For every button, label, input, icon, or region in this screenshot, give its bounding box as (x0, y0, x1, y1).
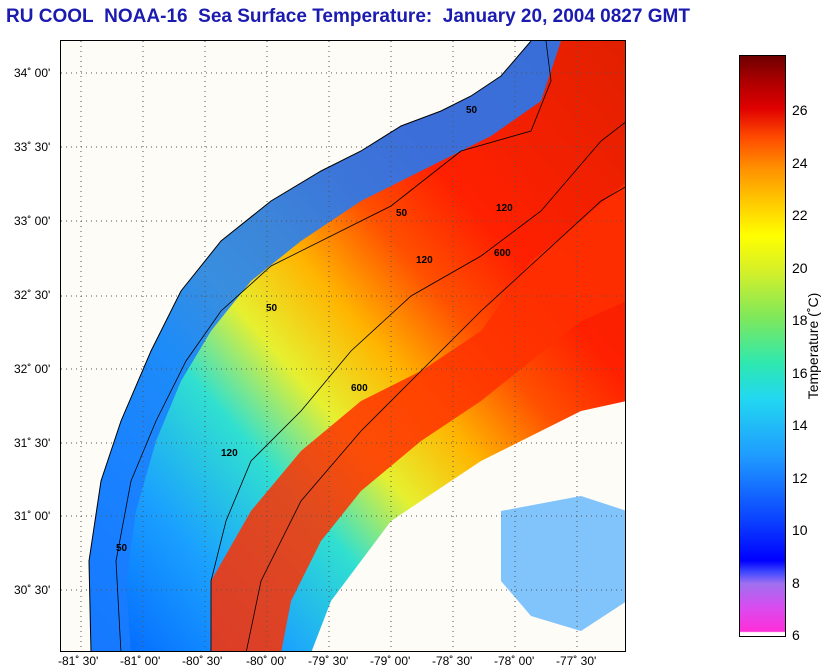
colorbar-tick-24: 24 (792, 155, 808, 171)
colorbar-tick-16: 16 (792, 365, 808, 381)
isobath-label-120-b: 120 (496, 203, 513, 214)
coastal-cold-band (89, 41, 561, 651)
colorbar-tick-18: 18 (792, 312, 808, 328)
isobath-label-600: 600 (494, 248, 511, 259)
colorbar-label: Temperature (˚C) (805, 292, 821, 400)
title-product: Sea Surface Temperature: (198, 6, 433, 27)
isobath-label-50: 50 (466, 105, 478, 116)
temperature-colorbar (739, 55, 786, 637)
isobath-label-600-b: 600 (351, 383, 368, 394)
offshore-eddy (501, 496, 625, 631)
sst-map[interactable]: 50 50 50 50 120 120 120 600 600 (60, 40, 626, 652)
colorbar-tick-20: 20 (792, 260, 808, 276)
lat-label-33-00: 33˚ 00' (14, 214, 51, 228)
isobath-label-50-c: 50 (266, 303, 278, 314)
title-satellite: NOAA-16 (104, 6, 188, 27)
colorbar-tick-26: 26 (792, 102, 808, 118)
lon-label-78-00: -78˚ 00' (494, 654, 535, 668)
title-datetime: January 20, 2004 0827 GMT (442, 6, 690, 27)
isobath-label-120: 120 (416, 255, 433, 266)
lon-label-79-30: -79˚ 30' (308, 654, 349, 668)
colorbar-tick-14: 14 (792, 417, 808, 433)
isobath-label-50-d: 50 (116, 543, 128, 554)
isobath-50 (115, 41, 552, 651)
lat-label-31-00: 31˚ 00' (14, 509, 51, 523)
colorbar-tick-10: 10 (792, 522, 808, 538)
lat-label-32-30: 32˚ 30' (14, 288, 51, 302)
title-org: RU COOL (6, 6, 94, 27)
lat-label-30-30: 30˚ 30' (14, 583, 51, 597)
lon-label-80-00: -80˚ 00' (246, 654, 287, 668)
colorbar-tick-22: 22 (792, 207, 808, 223)
lat-label-34-00: 34˚ 00' (14, 66, 51, 80)
lon-label-80-30: -80˚ 30' (182, 654, 223, 668)
graticule (61, 41, 625, 651)
lat-label-33-30: 33˚ 30' (14, 140, 51, 154)
colorbar-tick-12: 12 (792, 470, 808, 486)
map-title: RU COOL NOAA-16 Sea Surface Temperature:… (6, 6, 690, 28)
colorbar-tick-8: 8 (792, 575, 800, 591)
isobath-600 (246, 186, 625, 651)
lon-label-77-30: -77˚ 30' (556, 654, 597, 668)
gulf-stream-core (211, 182, 625, 651)
lon-label-81-30: -81˚ 30' (58, 654, 99, 668)
colorbar-tick-6: 6 (792, 627, 800, 643)
lat-label-32-00: 32˚ 00' (14, 362, 51, 376)
lat-label-31-30: 31˚ 30' (14, 436, 51, 450)
coastline (88, 41, 532, 651)
sst-map-svg: 50 50 50 50 120 120 120 600 600 (61, 41, 625, 651)
lon-label-79-00: -79˚ 00' (370, 654, 411, 668)
lon-label-78-30: -78˚ 30' (432, 654, 473, 668)
isobath-label-50-b: 50 (396, 208, 408, 219)
isobath-label-120-c: 120 (221, 448, 238, 459)
lon-label-81-00: -81˚ 00' (120, 654, 161, 668)
isobath-120 (210, 122, 625, 651)
